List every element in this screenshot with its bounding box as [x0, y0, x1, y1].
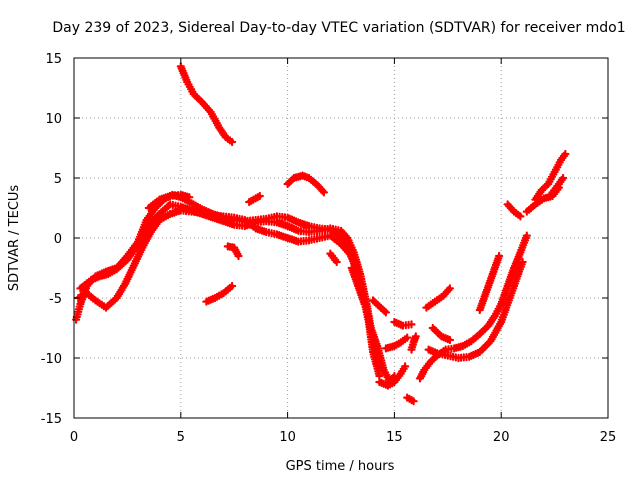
axis-ticks: 0 5 10 15 20 25 -15 -10 -5 0 5 10 15: [41, 52, 617, 445]
series-track-20: [424, 257, 527, 363]
y-tick-label: 10: [45, 112, 62, 127]
series-track-21: [428, 323, 454, 345]
x-tick-label: 20: [493, 430, 510, 445]
data-point-markers: [381, 333, 412, 353]
series-track-9: [283, 171, 328, 197]
y-tick-label: -5: [49, 292, 62, 307]
series-track-3: [76, 200, 399, 387]
data-point-markers: [368, 296, 390, 317]
data-point-markers: [415, 231, 531, 383]
data-point-markers: [202, 281, 237, 306]
x-tick-label: 5: [177, 430, 185, 445]
chart-title: Day 239 of 2023, Sidereal Day-to-day VTE…: [52, 20, 625, 36]
x-tick-label: 15: [386, 430, 403, 445]
series-track-23: [503, 200, 525, 221]
series-track-6: [202, 281, 237, 306]
data-point-markers: [428, 323, 454, 345]
series-track-11: [347, 263, 369, 309]
data-point-markers: [76, 200, 399, 387]
x-tick-label: 25: [600, 430, 617, 445]
data-point-markers: [245, 191, 264, 207]
y-tick-label: 15: [45, 52, 62, 67]
data-point-markers: [407, 332, 420, 354]
series-track-19: [422, 284, 454, 312]
data-point-markers: [326, 249, 341, 267]
y-tick-label: -10: [41, 352, 62, 367]
series-track-26: [548, 173, 568, 197]
series-track-25: [531, 149, 570, 204]
data-point-markers: [424, 257, 527, 363]
series-layer: [72, 62, 570, 406]
data-point-markers: [390, 317, 416, 330]
series-track-14: [375, 362, 410, 390]
data-point-markers: [475, 251, 504, 315]
x-axis-label: GPS time / hours: [286, 459, 395, 474]
data-point-markers: [283, 171, 328, 197]
series-track-16: [403, 393, 418, 406]
y-tick-label: 0: [54, 232, 62, 247]
data-point-markers: [223, 242, 243, 261]
series-track-4: [144, 190, 194, 213]
series-track-8: [245, 191, 264, 207]
x-tick-label: 10: [279, 430, 296, 445]
data-point-markers: [422, 284, 454, 312]
series-track-7: [223, 242, 243, 261]
data-point-markers: [176, 62, 237, 147]
series-track-5: [176, 62, 237, 147]
grid: [74, 58, 608, 418]
series-track-12: [368, 296, 390, 317]
series-track-13: [381, 333, 412, 353]
data-point-markers: [403, 393, 418, 406]
series-track-10: [326, 249, 341, 267]
x-tick-label: 0: [70, 430, 78, 445]
data-point-markers: [375, 362, 410, 390]
y-tick-label: 5: [54, 172, 62, 187]
y-tick-label: -15: [41, 412, 62, 427]
data-point-markers: [144, 190, 194, 213]
y-axis-label: SDTVAR / TECUs: [7, 185, 22, 292]
series-track-22: [475, 251, 504, 315]
data-point-markers: [548, 173, 568, 197]
data-point-markers: [347, 263, 369, 309]
series-track-15: [390, 317, 416, 330]
data-point-markers: [531, 149, 570, 204]
series-track-17: [407, 332, 420, 354]
data-point-markers: [503, 200, 525, 221]
series-track-18: [415, 231, 531, 383]
